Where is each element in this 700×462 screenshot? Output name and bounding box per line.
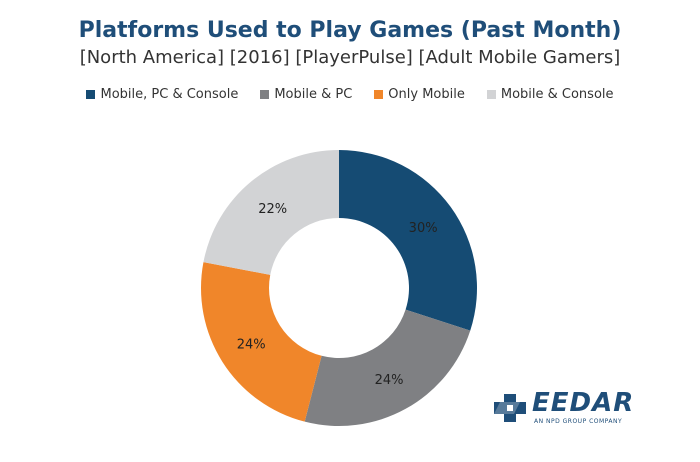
eedar-logo: EEDAR AN NPD GROUP COMPANY [490,388,633,428]
donut-slice-mobile-pc-console [339,150,477,331]
legend-label: Mobile & PC [274,87,353,102]
legend-item-mobile-console: Mobile & Console [486,87,614,102]
legend-item-only-mobile: Only Mobile [374,87,465,102]
donut-slice-mobile-pc [304,309,471,427]
legend-label: Only Mobile [388,87,465,102]
chart-subtitle: [North America] [2016] [PlayerPulse] [Ad… [79,47,621,68]
chart-title: Platforms Used to Play Games (Past Month… [78,18,622,43]
legend-swatch [86,90,96,99]
donut-slice-mobile-console [203,150,339,275]
logo-wordmark: EEDAR [532,388,635,418]
eedar-cross-logo-icon [494,394,526,422]
logo-tagline: AN NPD GROUP COMPANY [534,418,623,425]
data-label-mobile-pc-console: 30% [409,221,438,236]
legend-label: Mobile & Console [500,87,614,102]
legend-label: Mobile, PC & Console [100,87,239,102]
legend: Mobile, PC & Console Mobile & PC Only Mo… [0,87,700,102]
legend-swatch [486,90,496,99]
legend-item-mobile-pc: Mobile & PC [260,87,352,102]
data-label-only-mobile: 24% [237,338,266,353]
data-label-mobile-pc: 24% [375,373,404,388]
legend-swatch [374,90,384,99]
donut-slice-only-mobile [201,262,322,422]
data-label-mobile-console: 22% [258,202,287,217]
legend-item-mobile-pc-console: Mobile, PC & Console [86,87,238,102]
legend-swatch [260,90,270,99]
